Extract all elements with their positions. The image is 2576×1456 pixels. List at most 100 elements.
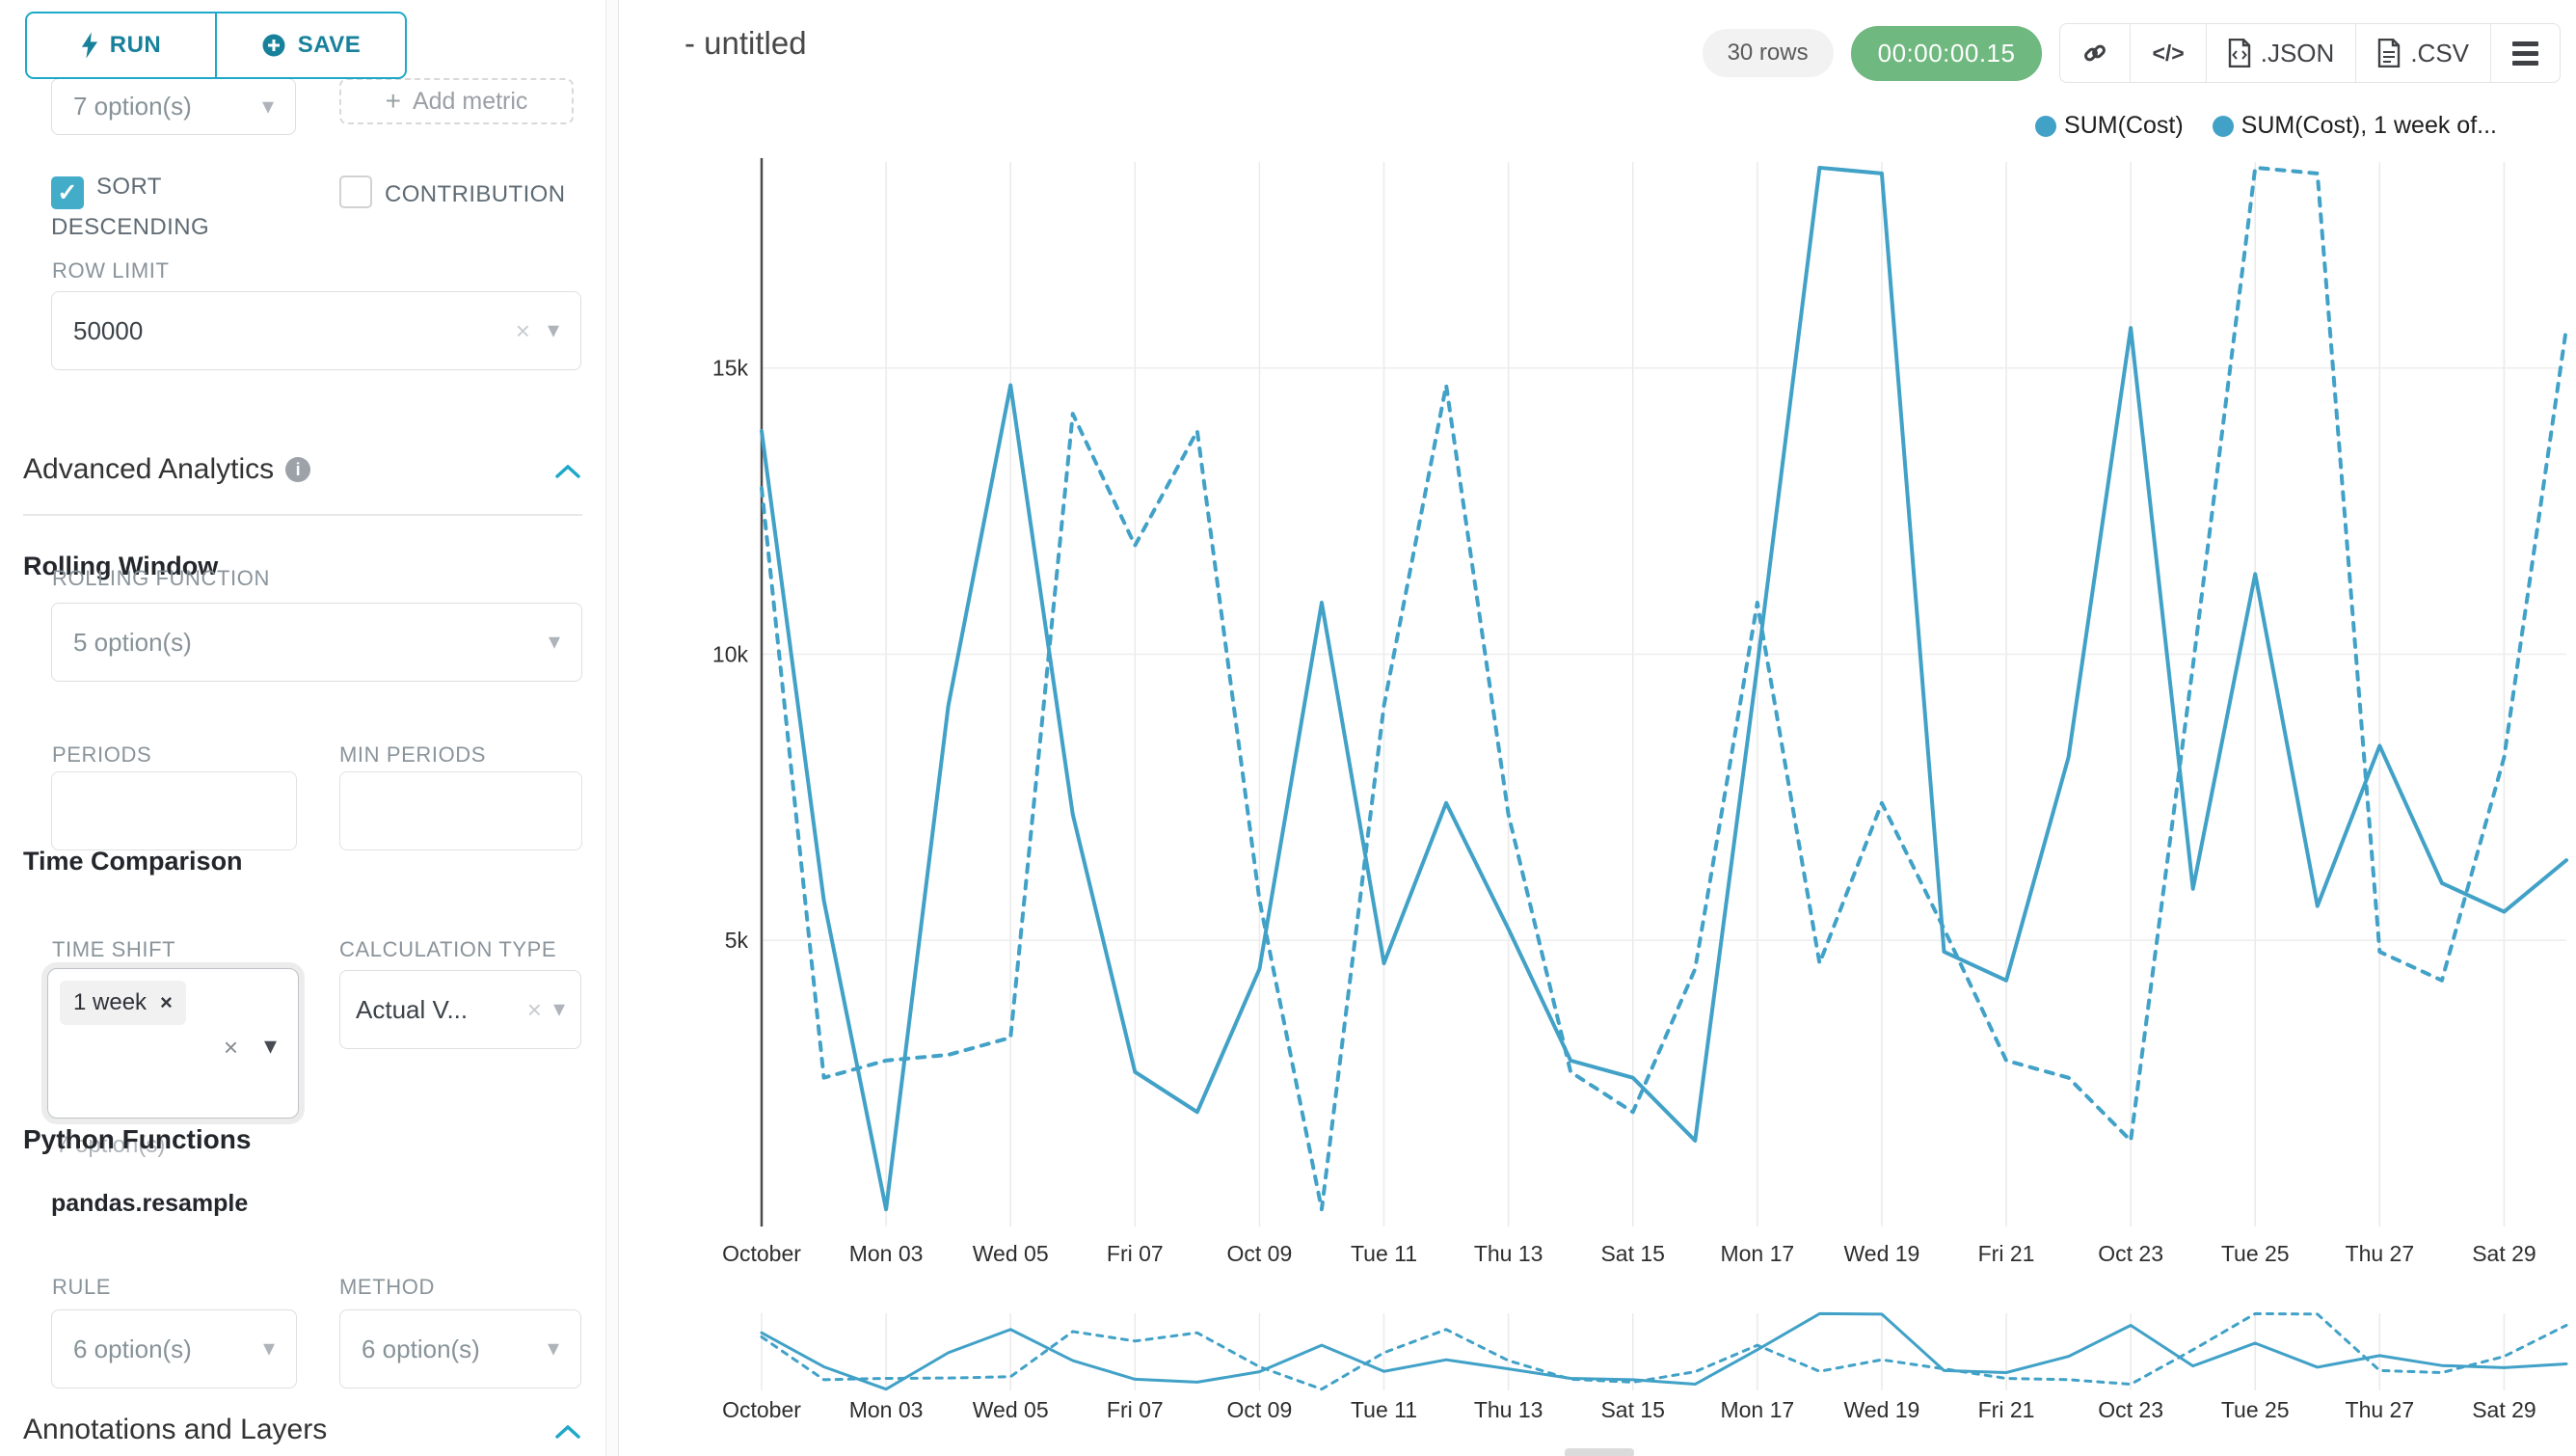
legend-dot-icon [2212,115,2234,137]
remove-tag-icon[interactable]: × [160,990,173,1014]
panel-resize-handle[interactable] [1565,1448,1634,1456]
python-functions-title: Python Functions [23,1124,252,1154]
rule-label: RULE [52,1275,112,1299]
calculation-type-select[interactable]: Actual V... × ▾ [339,970,581,1049]
groupby-select[interactable]: 7 option(s) ▾ [51,78,296,135]
svg-text:Sat 29: Sat 29 [2472,1241,2536,1266]
chevron-down-icon: ▾ [547,317,559,343]
add-metric-button[interactable]: + Add metric [339,78,574,124]
sort-descending-control: ✓ SORT DESCENDING [51,169,258,245]
rolling-function-select[interactable]: 5 option(s) ▾ [51,603,582,682]
row-count-badge: 30 rows [1702,29,1834,77]
svg-text:Oct 09: Oct 09 [1227,1241,1293,1266]
rolling-window-title: Rolling Window [23,552,219,580]
clear-icon[interactable]: × [223,1033,238,1062]
sidebar-scrollbar[interactable] [605,0,618,1456]
rule-value: 6 option(s) [73,1334,192,1363]
method-value: 6 option(s) [362,1334,480,1363]
legend-dot-icon [2035,115,2057,137]
svg-text:Sat 15: Sat 15 [1600,1397,1665,1422]
export-json-button[interactable]: .JSON [2205,24,2356,82]
control-sidebar: 7 option(s) ▾ + Add metric RUN SAVE ✓ SOR… [0,0,619,1456]
svg-text:Mon 03: Mon 03 [849,1397,924,1422]
mini-preview-chart[interactable]: October Mon 03 Wed 05 Fri 07 Oct 09 Tue 11 Thu… [675,1309,2576,1425]
export-csv-button[interactable]: .CSV [2355,24,2490,82]
svg-text:Mon 03: Mon 03 [849,1241,924,1266]
legend-item-sum-cost-offset[interactable]: SUM(Cost), 1 week of... [2212,112,2497,140]
time-shift-label: TIME SHIFT [52,937,176,961]
run-button-label: RUN [109,32,162,58]
save-button[interactable]: SAVE [215,13,405,77]
run-button[interactable]: RUN [27,13,215,77]
svg-text:Mon 17: Mon 17 [1720,1397,1794,1422]
svg-text:Wed 19: Wed 19 [1844,1241,1920,1266]
svg-text:October: October [722,1397,801,1422]
collapse-chevron-up-icon[interactable] [555,1425,580,1439]
json-file-icon [2228,39,2250,67]
groupby-select-value: 7 option(s) [73,92,192,121]
time-comparison-title: Time Comparison [23,847,243,876]
svg-text:Oct 09: Oct 09 [1227,1397,1293,1422]
sort-descending-checkbox[interactable]: ✓ [51,176,84,209]
copy-link-button[interactable] [2060,24,2130,82]
time-shift-tag: 1 week × [60,981,186,1025]
row-limit-select[interactable]: 50000 × ▾ [51,291,581,370]
svg-text:Sat 29: Sat 29 [2472,1397,2536,1422]
periods-label: PERIODS [52,742,152,767]
time-shift-tag-label: 1 week [73,989,148,1015]
svg-text:5k: 5k [725,928,749,953]
clear-icon[interactable]: × [526,995,542,1024]
export-csv-label: .CSV [2410,38,2469,67]
periods-input[interactable] [51,771,297,850]
pandas-resample-subtitle: pandas.resample [51,1190,249,1217]
chart-legend: SUM(Cost) SUM(Cost), 1 week of... [2035,112,2497,140]
collapse-chevron-up-icon[interactable] [555,465,580,478]
row-limit-label: ROW LIMIT [52,258,170,283]
chart-menu-button[interactable] [2490,24,2560,82]
svg-text:Tue 25: Tue 25 [2221,1241,2290,1266]
view-query-button[interactable]: </> [2130,24,2205,82]
header-actions: 30 rows 00:00:00.15 </> [1702,23,2561,83]
advanced-analytics-title: Advanced Analytics [23,453,275,485]
info-icon: i [285,457,311,482]
legend-label: SUM(Cost) [2064,112,2184,139]
row-limit-value: 50000 [73,315,144,345]
method-select[interactable]: 6 option(s) ▾ [339,1309,581,1389]
sort-descending-label: SORT DESCENDING [51,174,210,240]
svg-text:Oct 23: Oct 23 [2098,1241,2163,1266]
export-json-label: .JSON [2260,38,2335,67]
svg-text:Mon 17: Mon 17 [1720,1241,1794,1266]
contribution-label: CONTRIBUTION [385,181,566,207]
svg-text:Oct 23: Oct 23 [2098,1397,2163,1422]
svg-text:10k: 10k [712,641,749,666]
min-periods-input[interactable] [339,771,582,850]
chevron-down-icon: ▾ [547,1335,559,1362]
svg-text:Tue 11: Tue 11 [1351,1241,1417,1266]
annotations-layers-header[interactable]: Annotations and Layers [23,1414,327,1446]
clear-icon[interactable]: × [515,316,530,345]
svg-text:Tue 25: Tue 25 [2221,1397,2290,1422]
svg-text:Fri 07: Fri 07 [1107,1397,1164,1422]
chevron-down-icon: ▾ [548,629,560,655]
contribution-checkbox[interactable] [339,175,372,208]
min-periods-label: MIN PERIODS [339,742,487,767]
legend-label: SUM(Cost), 1 week of... [2241,112,2497,139]
hamburger-menu-icon [2512,40,2538,66]
svg-text:Thu 27: Thu 27 [2346,1397,2415,1422]
advanced-analytics-header[interactable]: Advanced Analytics i [23,453,311,486]
time-series-line-chart[interactable]: October Mon 03 Wed 05 Fri 07 Oct 09 Tue 11 Thu… [675,154,2576,1273]
plus-circle-icon [262,34,285,57]
plus-icon: + [385,86,401,116]
chart-title[interactable]: - untitled [684,25,807,61]
rolling-function-value: 5 option(s) [73,627,192,657]
svg-text:Thu 13: Thu 13 [1474,1397,1543,1422]
svg-text:Wed 05: Wed 05 [973,1397,1049,1422]
time-shift-select[interactable]: 1 week × × ▾ [47,968,299,1119]
chevron-down-icon: ▾ [263,1031,277,1060]
rule-select[interactable]: 6 option(s) ▾ [51,1309,297,1389]
svg-text:Fri 07: Fri 07 [1107,1241,1164,1266]
svg-text:Thu 27: Thu 27 [2346,1241,2415,1266]
svg-text:15k: 15k [712,356,749,381]
legend-item-sum-cost[interactable]: SUM(Cost) [2035,112,2184,140]
